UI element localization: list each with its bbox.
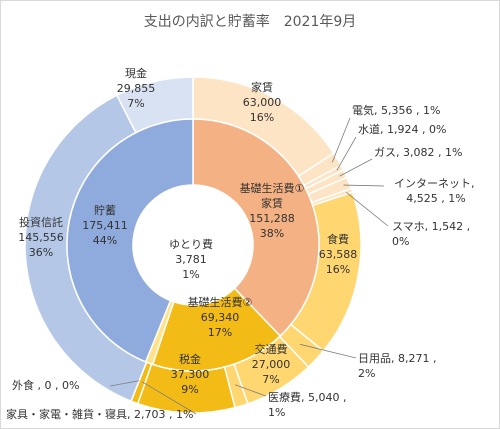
outer-label-4: インターネット, 4,525 , 1% — [394, 177, 478, 205]
outer-label-2: 水道, 1,924 , 0% — [358, 122, 446, 136]
outer-ring — [24, 76, 362, 414]
outer-label-5: スマホ, 1,542 , 0% — [392, 220, 470, 248]
outer-label-6: 食費 63,588 16% — [319, 232, 358, 276]
outer-label-11: 家具・家電・雑貨・寝具, 2,703 , 1% — [6, 407, 193, 421]
inner-ring — [66, 118, 320, 372]
leader-lines — [109, 117, 389, 415]
leader-line-2 — [336, 136, 357, 171]
outer-label-7: 日用品, 8,271 , 2% — [358, 352, 436, 380]
inner-slice-0 — [192, 118, 320, 338]
outer-label-14: 現金 29,855 7% — [117, 66, 156, 110]
center-label: ゆとり費 3,781 1% — [169, 237, 213, 281]
data-labels: 基礎生活費① 家賃 151,288 38% 基礎生活費② 69,340 17% 貯蓄 175,4… — [6, 66, 478, 421]
center-label-group: ゆとり費 3,781 1% — [169, 237, 213, 281]
outer-label-13: 投資信託 145,556 36% — [18, 215, 64, 259]
leader-line-12 — [109, 380, 140, 387]
outer-label-9: 医療費, 5,040 , 1% — [268, 390, 346, 419]
outer-label-3: ガス, 3,082 , 1% — [374, 146, 462, 159]
leader-line-1 — [331, 117, 351, 163]
leader-line-5 — [345, 191, 389, 227]
leader-line-7 — [299, 343, 357, 359]
outer-label-12: 外食 , 0 , 0% — [12, 378, 79, 392]
chart-title: 支出の内訳と貯蓄率 2021年9月 — [144, 13, 357, 30]
inner-label-0: 基礎生活費① 家賃 151,288 38% — [240, 181, 305, 240]
inner-slice-3 — [66, 118, 194, 363]
leader-line-4 — [343, 184, 385, 187]
inner-label-3: 貯蓄 175,411 44% — [82, 204, 128, 247]
leader-line-9 — [234, 384, 267, 397]
inner-label-1: 基礎生活費② 69,340 17% — [188, 295, 253, 339]
leader-line-3 — [339, 158, 373, 177]
outer-label-1: 電気, 5,356 , 1% — [352, 103, 440, 117]
outer-label-10: 税金 37,300 9% — [171, 352, 210, 396]
outer-label-0: 家賃 63,000 16% — [243, 80, 282, 124]
leader-line-11 — [141, 381, 197, 415]
outer-label-8: 交通費 27,000 7% — [252, 342, 291, 386]
